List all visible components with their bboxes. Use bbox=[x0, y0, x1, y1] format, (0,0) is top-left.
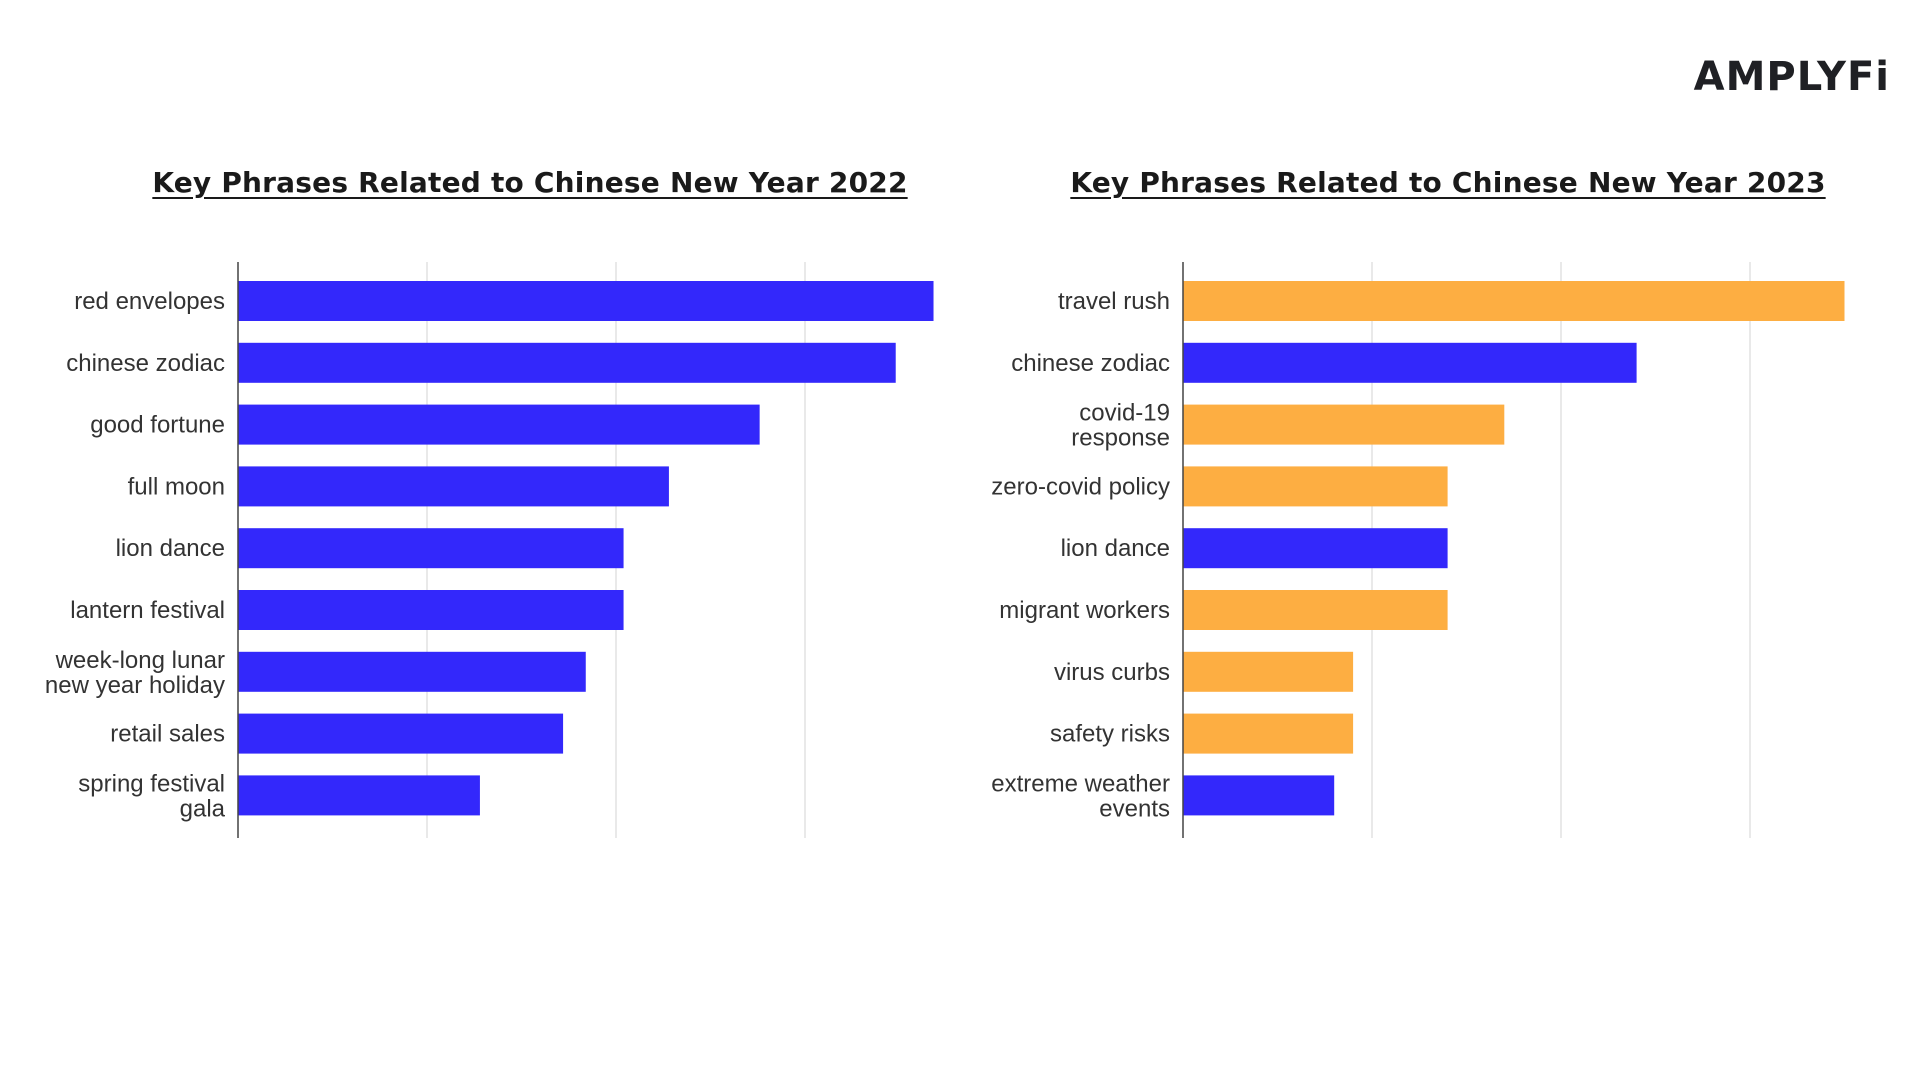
bar-2023-5 bbox=[1183, 590, 1448, 630]
category-label-2022-8: spring festival gala bbox=[78, 770, 225, 822]
bar-2023-7 bbox=[1183, 713, 1354, 754]
category-label-2023-3: zero-covid policy bbox=[991, 473, 1170, 500]
category-label-line-2023-2-1: response bbox=[1071, 425, 1170, 452]
bar-2022-6 bbox=[238, 651, 586, 692]
bar-2022-4 bbox=[238, 528, 624, 569]
bar-2022-5 bbox=[238, 590, 624, 630]
bar-2023-8 bbox=[1183, 775, 1335, 816]
category-label-2022-6: week-long lunar new year holiday bbox=[45, 647, 225, 699]
bar-2023-1 bbox=[1183, 342, 1637, 383]
category-label-line-2023-8-1: events bbox=[1099, 795, 1170, 822]
bar-2022-8 bbox=[238, 775, 480, 816]
category-label-2022-0: red envelopes bbox=[74, 288, 225, 315]
chart-title-2022: Key Phrases Related to Chinese New Year … bbox=[152, 166, 908, 199]
category-label-2023-6: virus curbs bbox=[1054, 659, 1170, 686]
category-label-2023-1: chinese zodiac bbox=[1011, 350, 1170, 377]
category-label-2022-4: lion dance bbox=[116, 535, 225, 562]
category-label-2023-7: safety risks bbox=[1050, 721, 1170, 748]
bar-2023-0 bbox=[1183, 281, 1845, 321]
bar-2023-3 bbox=[1183, 466, 1448, 507]
bar-2023-2 bbox=[1183, 404, 1505, 445]
bar-2022-2 bbox=[238, 404, 760, 445]
category-label-line-2022-8-1: gala bbox=[180, 795, 226, 822]
category-label-2023-0: travel rush bbox=[1058, 288, 1170, 315]
category-label-line-2022-6-1: new year holiday bbox=[45, 672, 225, 699]
category-label-2023-8: extreme weather events bbox=[991, 770, 1170, 822]
logo-text: AMPLYFi bbox=[1694, 54, 1890, 100]
amplyfi-logo: AMPLYFi bbox=[1694, 54, 1890, 100]
bar-2022-0 bbox=[238, 281, 934, 321]
category-label-2022-5: lantern festival bbox=[70, 597, 225, 624]
category-label-line-2022-8-0: spring festival bbox=[78, 770, 225, 797]
category-label-line-2023-2-0: covid-19 bbox=[1079, 400, 1170, 427]
category-label-2023-4: lion dance bbox=[1061, 535, 1170, 562]
bar-2023-4 bbox=[1183, 528, 1448, 569]
bar-2022-1 bbox=[238, 342, 896, 383]
category-label-2023-5: migrant workers bbox=[999, 597, 1170, 624]
category-label-2023-2: covid-19 response bbox=[1071, 400, 1170, 452]
chart-title-2023: Key Phrases Related to Chinese New Year … bbox=[1070, 166, 1826, 199]
bar-2022-7 bbox=[238, 713, 564, 754]
bar-2023-6 bbox=[1183, 651, 1354, 692]
category-label-line-2022-6-0: week-long lunar bbox=[55, 647, 225, 674]
category-label-2022-1: chinese zodiac bbox=[66, 350, 225, 377]
category-label-line-2023-8-0: extreme weather bbox=[991, 770, 1170, 797]
bar-2022-3 bbox=[238, 466, 669, 507]
category-label-2022-3: full moon bbox=[128, 473, 225, 500]
category-label-2022-2: good fortune bbox=[90, 412, 225, 439]
category-label-2022-7: retail sales bbox=[110, 721, 225, 748]
